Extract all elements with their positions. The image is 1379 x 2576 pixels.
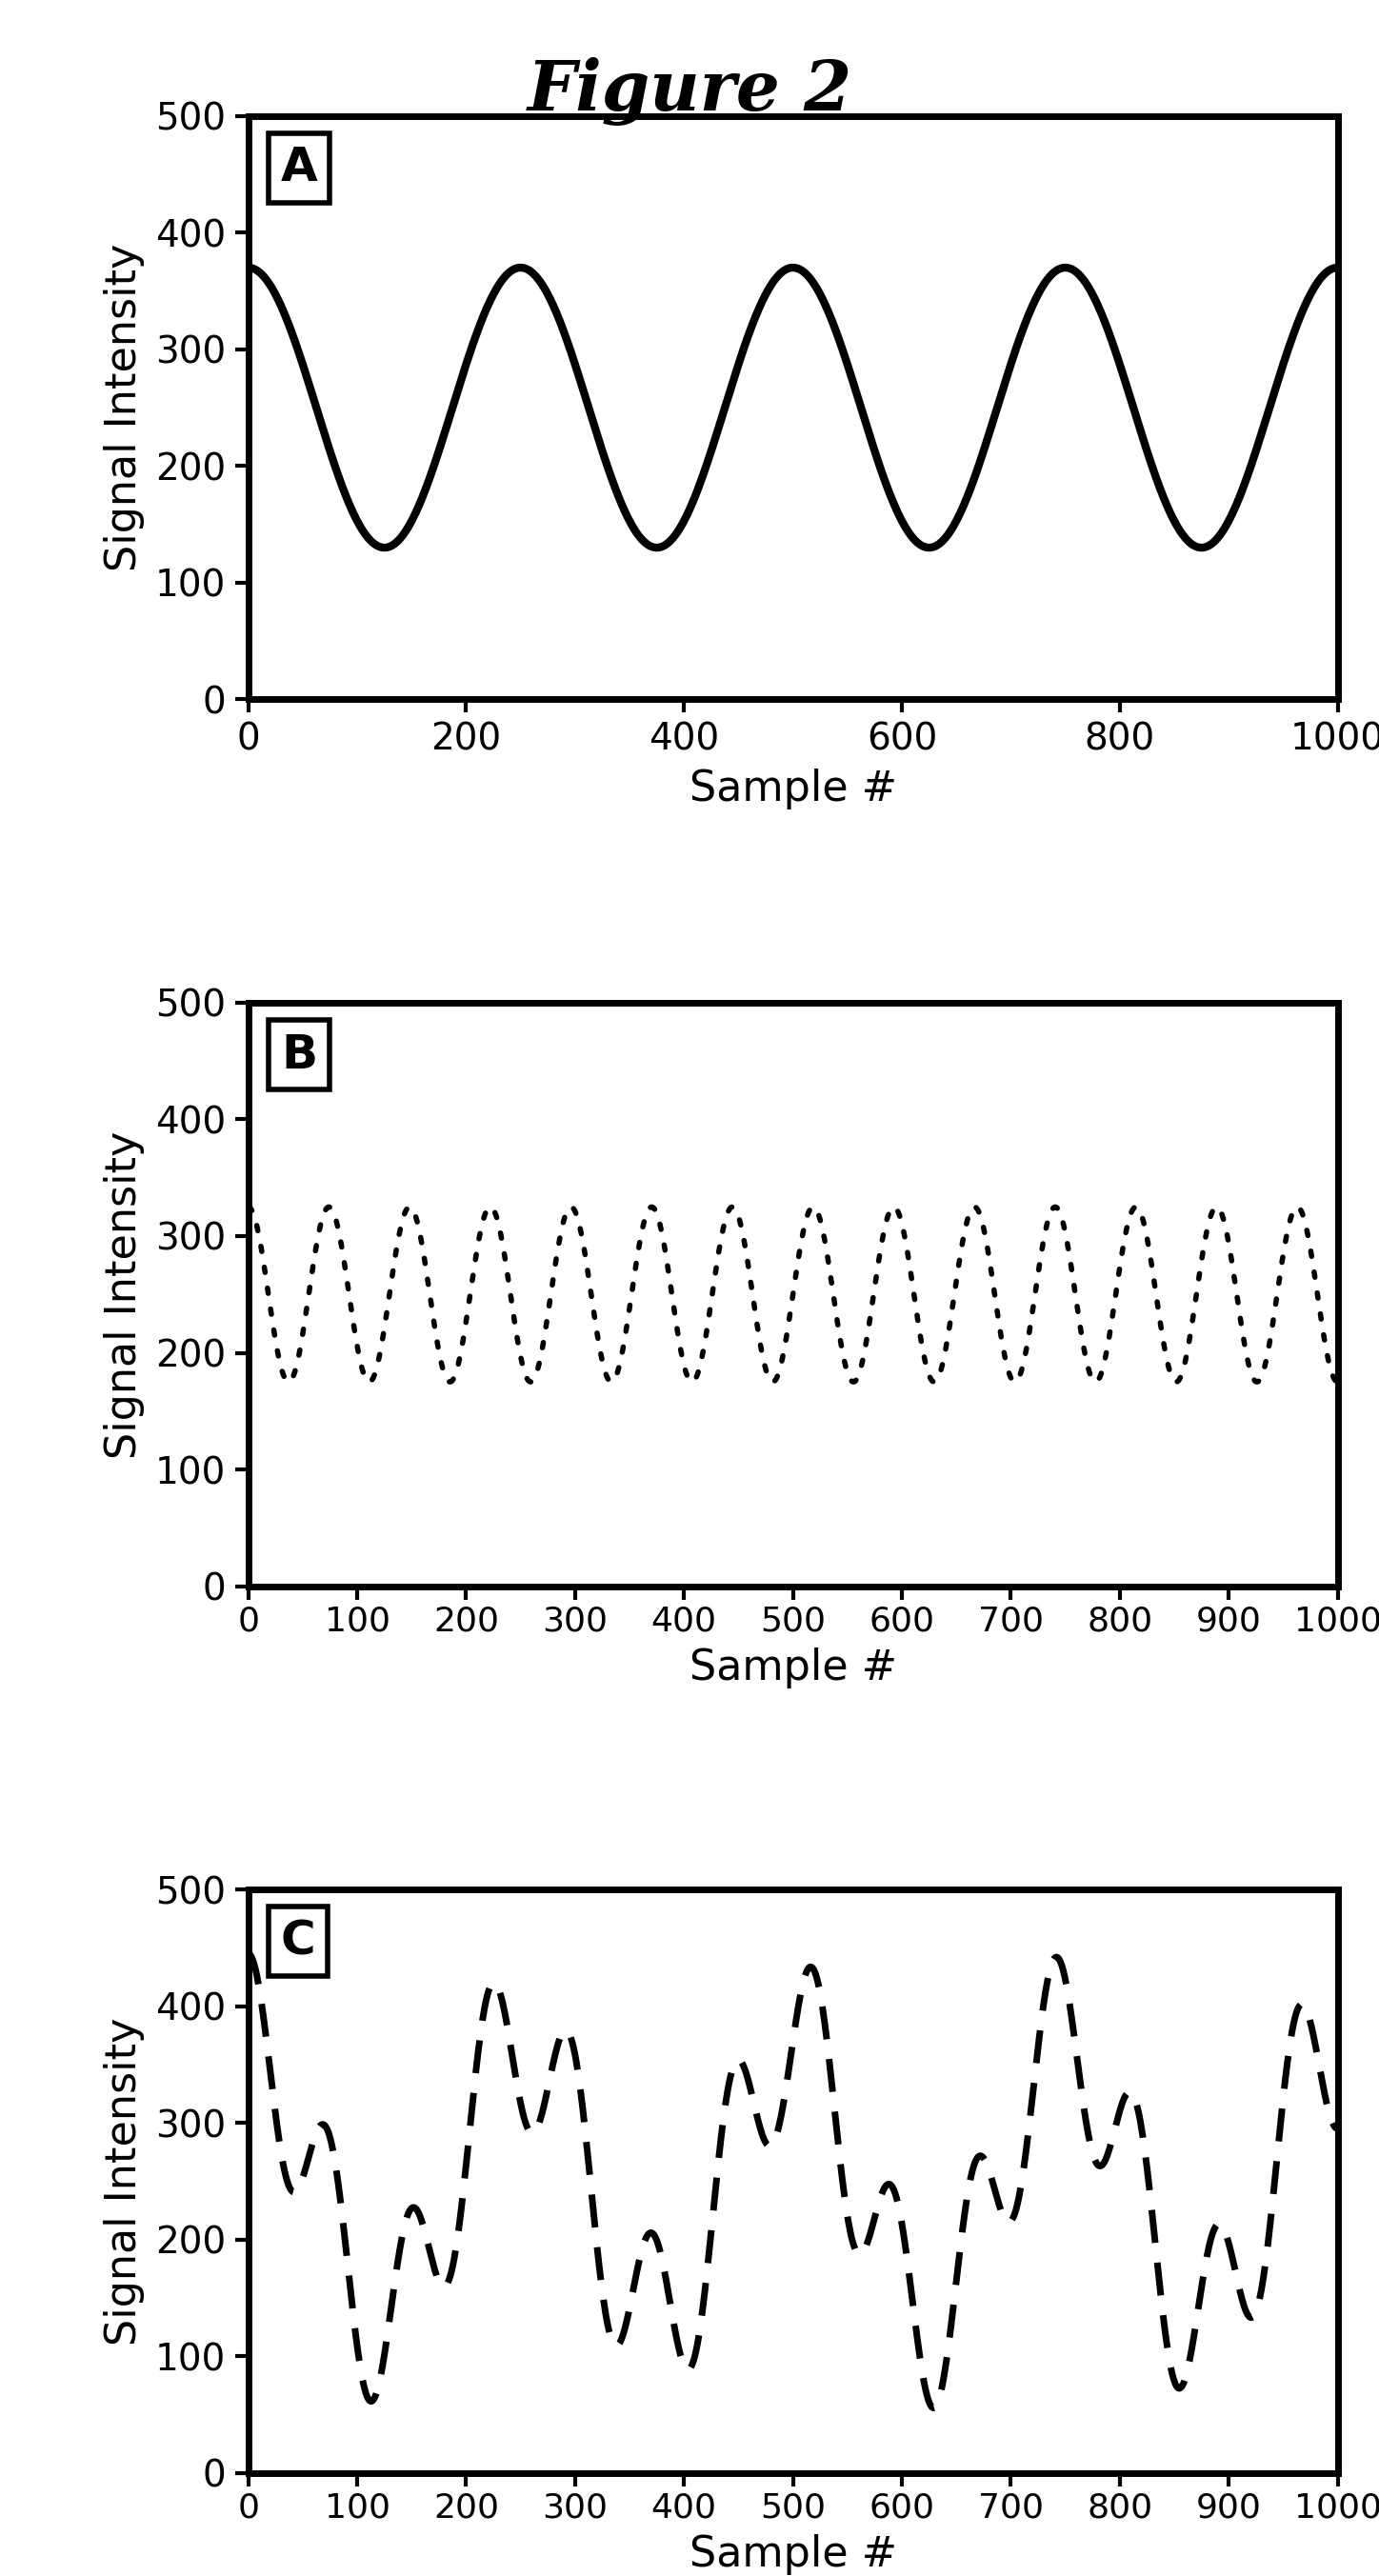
X-axis label: Sample #: Sample # <box>690 768 896 809</box>
Y-axis label: Signal Intensity: Signal Intensity <box>103 2017 145 2344</box>
X-axis label: Sample #: Sample # <box>690 1649 896 1690</box>
Text: Figure 2: Figure 2 <box>527 57 852 126</box>
Y-axis label: Signal Intensity: Signal Intensity <box>103 1131 145 1458</box>
Text: C: C <box>281 1919 316 1965</box>
Y-axis label: Signal Intensity: Signal Intensity <box>103 245 145 572</box>
X-axis label: Sample #: Sample # <box>690 2535 896 2576</box>
Text: A: A <box>281 144 317 191</box>
Text: B: B <box>281 1033 317 1077</box>
